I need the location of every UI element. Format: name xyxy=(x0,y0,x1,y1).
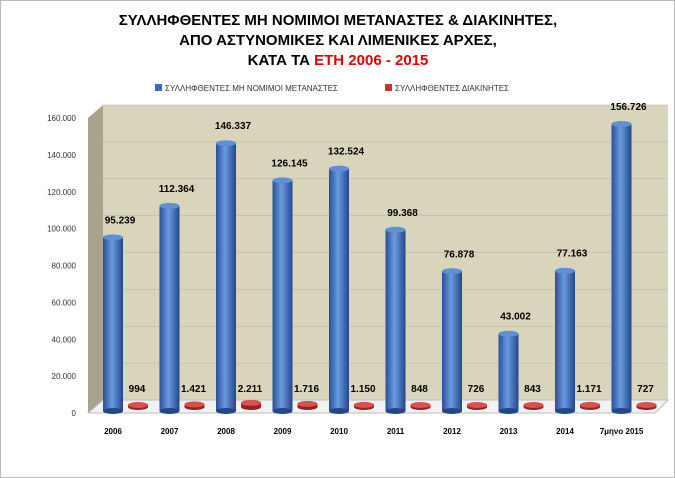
bar-migrants-base xyxy=(159,408,180,414)
bar-migrants xyxy=(498,333,519,411)
bar-migrants-top xyxy=(103,234,123,241)
bar-traffickers-top xyxy=(523,402,544,408)
bar-migrants-base xyxy=(611,408,632,414)
title-line1: ΣΥΛΛΗΦΘΕΝΤΕΣ ΜΗ ΝΟΜΙΜΟΙ ΜΕΤΑΝΑΣΤΕΣ & ΔΙΑ… xyxy=(119,12,557,29)
value-label-migrants: 43.002 xyxy=(500,312,531,323)
y-tick-label: 80.000 xyxy=(52,262,77,271)
side-wall xyxy=(88,105,103,413)
bar-migrants-top xyxy=(498,330,519,337)
y-tick-label: 120.000 xyxy=(47,188,76,197)
bar-migrants xyxy=(442,271,462,411)
value-label-traffickers: 994 xyxy=(129,384,146,395)
y-tick-label: 100.000 xyxy=(47,225,76,234)
x-tick-label: 2012 xyxy=(443,427,461,436)
bar-migrants xyxy=(272,180,293,411)
value-label-migrants: 156.726 xyxy=(610,102,647,113)
bar-migrants xyxy=(159,205,180,411)
value-label-migrants: 76.878 xyxy=(444,249,475,260)
x-tick-label: 2011 xyxy=(387,427,405,436)
value-label-traffickers: 1.421 xyxy=(181,384,206,395)
legend-label-migrants: ΣΥΛΛΗΦΘΕΝΤΕΣ ΜΗ ΝΟΜΙΜΟΙ ΜΕΤΑΝΑΣΤΕΣ xyxy=(165,84,338,93)
value-label-traffickers: 1.150 xyxy=(350,384,375,395)
value-label-traffickers: 726 xyxy=(468,384,485,395)
title-line2: ΑΠΟ ΑΣΤΥΝΟΜΙΚΕΣ ΚΑΙ ΛΙΜΕΝΙΚΕΣ ΑΡΧΕΣ, xyxy=(179,32,497,49)
y-tick-label: 160.000 xyxy=(47,114,76,123)
bar-migrants-top xyxy=(329,165,349,172)
bar-migrants-base xyxy=(272,408,293,414)
bar-migrants-base xyxy=(103,408,123,414)
x-tick-label: 2007 xyxy=(161,427,179,436)
value-label-traffickers: 727 xyxy=(637,384,654,395)
y-tick-label: 40.000 xyxy=(52,335,77,344)
legend-swatch-migrants xyxy=(155,84,162,91)
x-tick-label: 2013 xyxy=(500,427,518,436)
bar-migrants xyxy=(555,270,575,411)
legend-label-traffickers: ΣΥΛΛΗΦΘΕΝΤΕΣ ΔΙΑΚΙΝΗΤΕΣ xyxy=(395,84,509,93)
value-label-traffickers: 2.211 xyxy=(238,384,263,395)
bar-traffickers-top xyxy=(580,401,600,408)
bar-migrants xyxy=(103,237,123,411)
bar-migrants-top xyxy=(611,121,632,128)
bar-traffickers-top xyxy=(354,401,374,408)
y-tick-label: 60.000 xyxy=(52,298,77,307)
bar-migrants-top xyxy=(272,177,293,184)
bar-migrants-top xyxy=(216,140,236,147)
bar-traffickers-top xyxy=(636,402,657,408)
y-tick-label: 20.000 xyxy=(52,372,77,381)
value-label-traffickers: 843 xyxy=(524,384,541,395)
y-tick-label: 0 xyxy=(72,409,77,418)
x-tick-label: 2014 xyxy=(556,427,574,436)
x-tick-label: 2008 xyxy=(217,427,235,436)
bar-migrants xyxy=(216,143,236,411)
bar-migrants-base xyxy=(498,408,519,414)
value-label-traffickers: 848 xyxy=(411,384,428,395)
title-line3: ΚΑΤΑ ΤΑ ΕΤΗ 2006 - 2015 xyxy=(248,52,429,69)
value-label-migrants: 146.337 xyxy=(215,121,252,132)
bar-migrants-base xyxy=(385,408,406,414)
bar-traffickers-top xyxy=(241,399,261,406)
value-label-migrants: 126.145 xyxy=(271,158,308,169)
legend-swatch-traffickers xyxy=(385,84,392,91)
bar-traffickers-top xyxy=(410,402,431,408)
value-label-migrants: 112.364 xyxy=(159,184,195,195)
bar-migrants xyxy=(611,124,632,411)
value-label-migrants: 77.163 xyxy=(557,249,588,260)
x-tick-label: 2010 xyxy=(330,427,348,436)
bar-traffickers-top xyxy=(128,402,148,408)
x-tick-label: 7μηνο 2015 xyxy=(600,427,644,436)
bar-traffickers-top xyxy=(297,400,318,407)
bar-migrants-base xyxy=(555,408,575,414)
value-label-traffickers: 1.716 xyxy=(294,384,319,395)
x-tick-label: 2009 xyxy=(274,427,292,436)
y-tick-label: 140.000 xyxy=(47,151,76,160)
bar-migrants xyxy=(385,229,406,411)
bar-migrants-base xyxy=(329,408,349,414)
bar-traffickers-top xyxy=(467,402,487,408)
value-label-migrants: 132.524 xyxy=(328,147,365,158)
bar-migrants-top xyxy=(385,226,406,233)
bar-migrants-top xyxy=(442,268,462,275)
bar-migrants-base xyxy=(442,408,462,414)
value-label-traffickers: 1.171 xyxy=(576,384,601,395)
x-tick-label: 2006 xyxy=(104,427,122,436)
bar-migrants-base xyxy=(216,408,236,414)
bar-migrants-top xyxy=(159,202,180,209)
bar-migrants xyxy=(329,168,349,411)
bar-traffickers-top xyxy=(184,401,205,408)
value-label-migrants: 95.239 xyxy=(105,215,136,226)
value-label-migrants: 99.368 xyxy=(387,208,418,219)
bar-migrants-top xyxy=(555,267,575,274)
